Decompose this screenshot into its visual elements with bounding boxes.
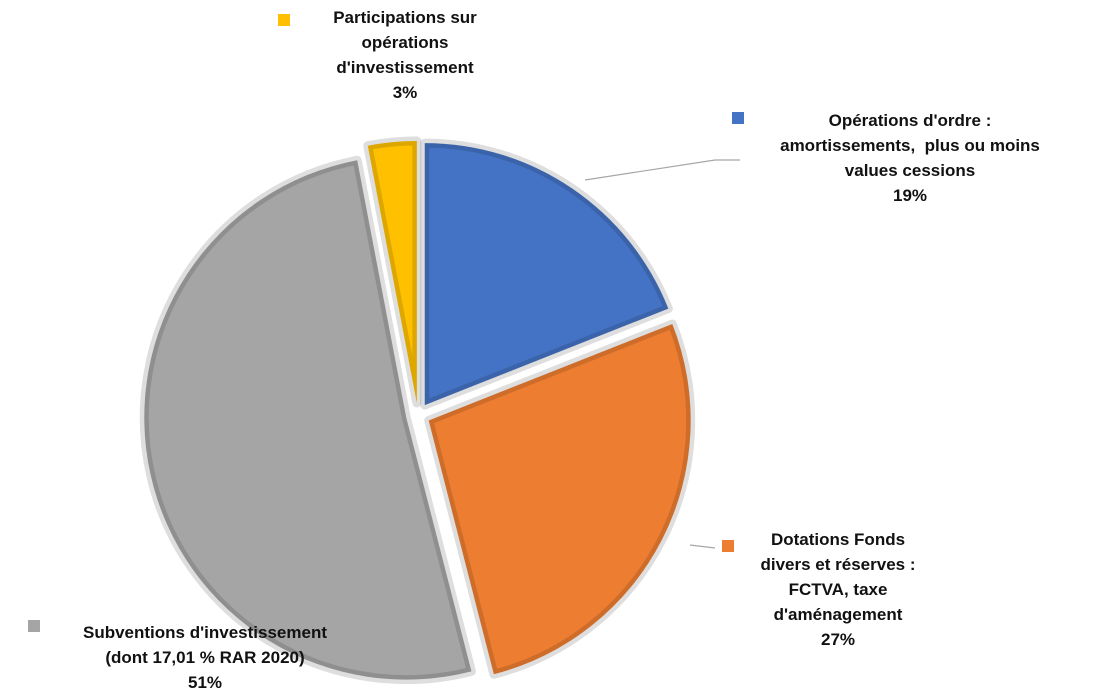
data-label: Dotations Fonds divers et réserves : FCT…: [761, 527, 916, 652]
leader-line: [584, 159, 740, 181]
data-label: Subventions d'investissement (dont 17,01…: [83, 620, 327, 695]
value-label: 19%: [892, 186, 928, 205]
slice-border: [363, 136, 422, 408]
data-label: Participations sur opérations d'investis…: [333, 5, 477, 105]
slice-border: [424, 319, 696, 679]
leader-line: [689, 544, 716, 549]
pie-slice: [367, 141, 417, 404]
pie-slice: [424, 143, 669, 406]
value-label: 3%: [392, 83, 418, 102]
category-label: Dotations Fonds divers et réserves : FCT…: [760, 530, 916, 624]
pie-slice: [144, 160, 472, 680]
category-label: Participations sur opérations d'investis…: [333, 8, 477, 77]
category-label: Subventions d'investissement (dont 17,01…: [83, 623, 327, 667]
value-label: 51%: [187, 673, 223, 692]
pie-slice: [428, 323, 691, 675]
legend-swatch: [732, 112, 744, 124]
legend-swatch: [278, 14, 290, 26]
legend-swatch: [28, 620, 40, 632]
slice-border: [139, 155, 476, 685]
legend-swatch: [722, 540, 734, 552]
value-label: 27%: [820, 630, 856, 649]
slice-border: [420, 138, 673, 410]
category-label: Opérations d'ordre : amortissements, plu…: [780, 111, 1040, 180]
data-label: Opérations d'ordre : amortissements, plu…: [780, 108, 1040, 208]
